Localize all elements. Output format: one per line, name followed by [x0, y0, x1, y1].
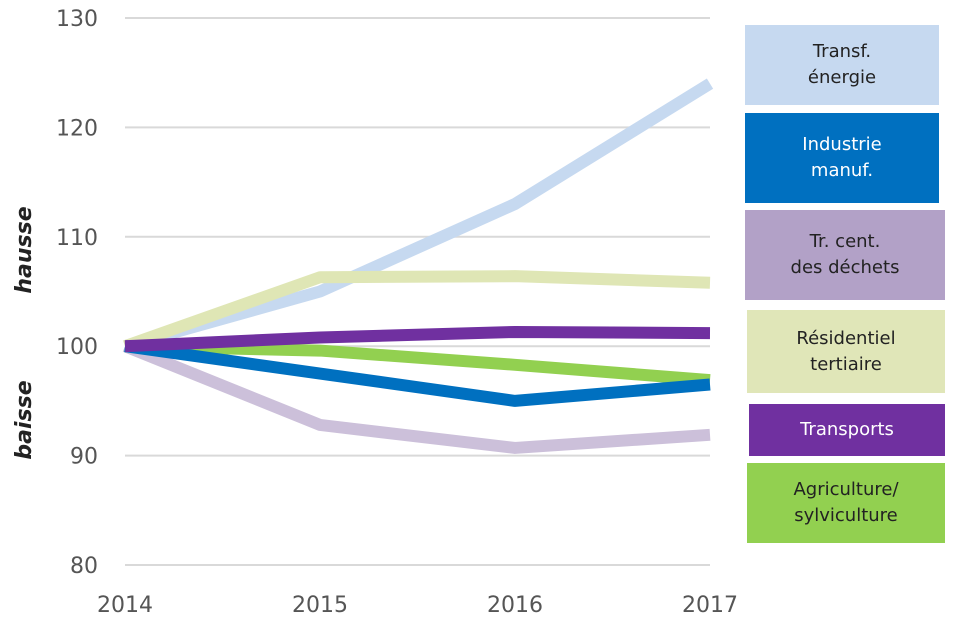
y-tick-label: 120 [56, 116, 98, 141]
x-tick-label: 2014 [97, 593, 153, 618]
legend-item: Transf. énergie [745, 25, 939, 105]
legend-item: Résidentiel tertiaire [747, 310, 945, 393]
legend-item: Agriculture/ sylviculture [747, 463, 945, 543]
x-tick-label: 2015 [292, 593, 348, 618]
series-line-2 [122, 340, 711, 454]
series-line-3 [123, 270, 711, 352]
legend-item: Transports [749, 404, 945, 456]
x-tick-label: 2017 [682, 593, 738, 618]
y-tick-label: 80 [70, 554, 98, 579]
series-line-0 [123, 78, 714, 352]
y-tick-label: 130 [56, 7, 98, 32]
y-tick-label: 100 [56, 335, 98, 360]
series-lines [122, 78, 714, 454]
y-tick-label: 110 [56, 226, 98, 251]
x-axis-ticks: 2014 2015 2016 2017 [97, 593, 738, 618]
legend-item: Tr. cent. des déchets [745, 210, 945, 300]
gridlines [125, 17, 710, 566]
series-line-5 [124, 340, 711, 387]
x-tick-label: 2016 [487, 593, 543, 618]
series-line-1 [124, 340, 711, 407]
y-tick-label: 90 [70, 445, 98, 470]
side-label-hausse: hausse [12, 206, 37, 293]
y-axis-ticks: 80 90 100 110 120 130 [56, 7, 98, 579]
side-label-baisse: baisse [12, 380, 37, 459]
legend-item: Industrie manuf. [745, 113, 939, 203]
series-line-4 [124, 325, 711, 353]
